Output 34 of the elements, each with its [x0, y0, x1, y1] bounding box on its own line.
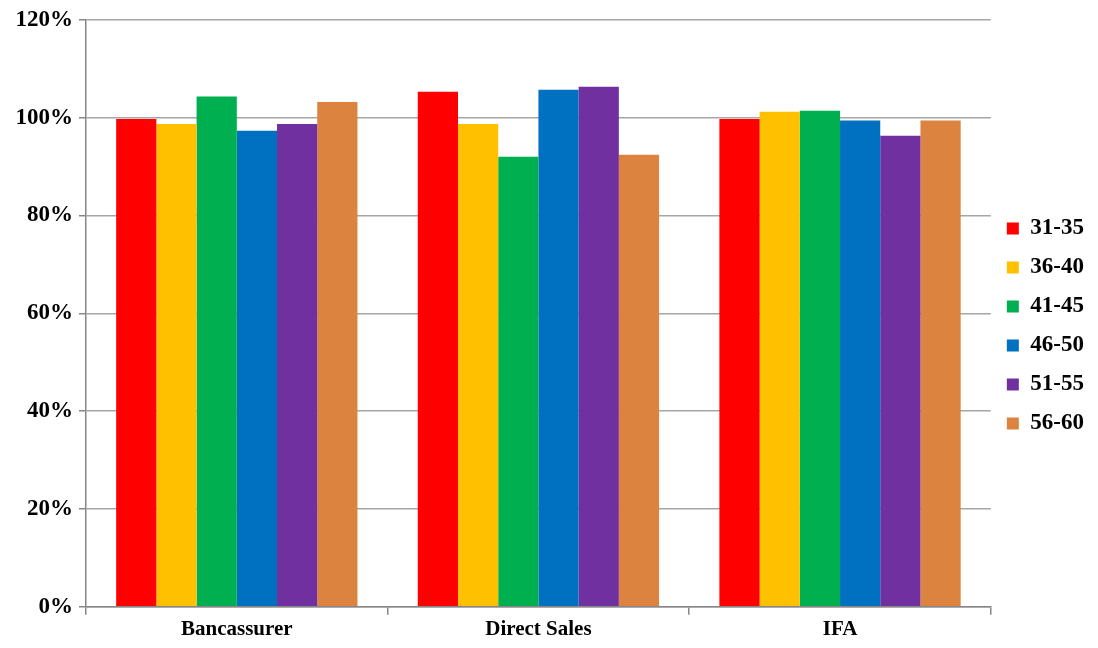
bar: [759, 111, 800, 607]
bar: [578, 86, 619, 607]
bar: [156, 123, 197, 607]
y-tick-label: 120%: [15, 5, 73, 31]
bar: [277, 123, 318, 607]
y-tick-label: 80%: [27, 201, 73, 227]
bar: [196, 96, 237, 607]
bar: [719, 119, 760, 607]
legend-label: 51-55: [1030, 370, 1085, 396]
legend-label: 46-50: [1030, 331, 1085, 357]
legend-label: 56-60: [1030, 409, 1085, 435]
bar: [840, 120, 881, 607]
bar: [498, 156, 539, 607]
bar: [417, 91, 458, 607]
y-tick-label: 0%: [38, 592, 73, 618]
x-tick-label: Direct Sales: [485, 615, 592, 640]
x-tick-label: IFA: [822, 615, 859, 640]
bar: [920, 120, 961, 607]
bar: [538, 89, 579, 607]
legend-label: 41-45: [1030, 292, 1085, 318]
y-tick-label: 20%: [27, 494, 73, 520]
bar: [880, 135, 921, 607]
bar: [457, 123, 499, 607]
legend-label: 31-35: [1030, 214, 1085, 240]
y-tick-label: 60%: [27, 299, 73, 325]
x-tick-label: Bancassurer: [180, 615, 293, 640]
y-tick-label: 40%: [27, 397, 73, 423]
bar: [236, 130, 278, 607]
bar: [317, 101, 358, 607]
bar: [116, 119, 157, 607]
legend-label: 36-40: [1030, 253, 1085, 279]
y-tick-label: 100%: [15, 103, 73, 129]
bar: [618, 154, 660, 607]
bar: [799, 110, 841, 607]
